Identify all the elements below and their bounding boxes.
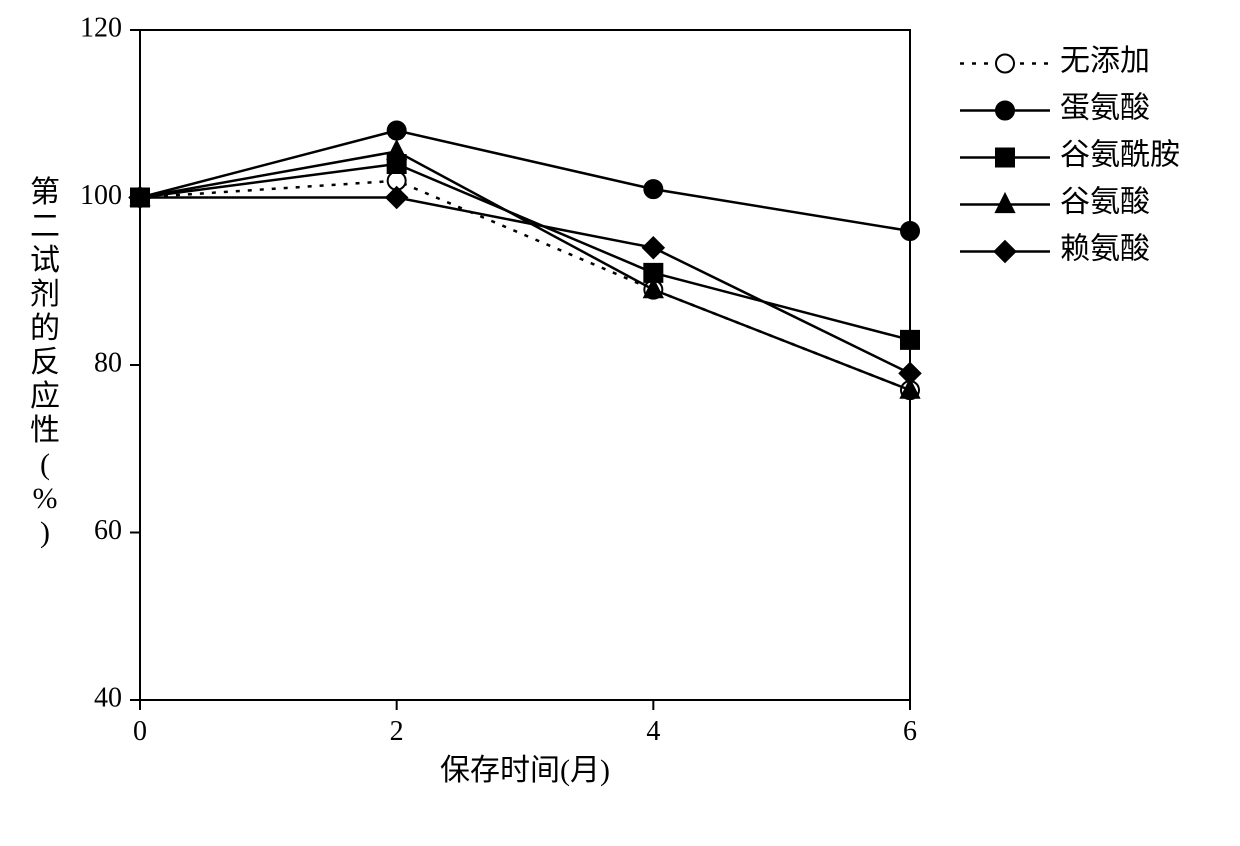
chart-container: 40 60 80 100 120 0 2 4 6 保存时间(月) 第二试剂的反应性(%) 无添加蛋氨酸…: [0, 0, 1240, 846]
legend-label: 谷氨酰胺: [1060, 138, 1180, 171]
y-axis-label-char: 应: [30, 380, 60, 413]
legend-label: 蛋氨酸: [1060, 91, 1150, 124]
y-tick-label: 40: [94, 682, 122, 713]
y-tick-label: 120: [80, 12, 122, 43]
x-tick-label: 6: [903, 716, 917, 747]
square-marker: [901, 331, 919, 349]
y-axis-label-char: 的: [30, 312, 60, 345]
plot-area: [140, 30, 910, 700]
legend-label: 赖氨酸: [1060, 232, 1150, 265]
x-axis-label: 保存时间(月): [440, 754, 610, 787]
legend-item: 谷氨酸: [960, 185, 1150, 218]
y-axis-label-char: %: [33, 482, 58, 515]
y-axis-label-char: 试: [30, 244, 60, 277]
y-axis-label-char: 第: [30, 176, 60, 209]
legend-item: 无添加: [960, 44, 1150, 77]
triangle-marker: [996, 194, 1014, 212]
legend-item: 蛋氨酸: [960, 91, 1150, 124]
line-chart: 40 60 80 100 120 0 2 4 6 保存时间(月) 第二试剂的反应性(%) 无添加蛋氨酸…: [0, 0, 1240, 846]
square-marker: [996, 149, 1014, 167]
x-tick-label: 2: [390, 716, 404, 747]
y-tick-label: 80: [94, 347, 122, 378]
circle-marker: [388, 122, 406, 140]
y-tick-label: 60: [94, 515, 122, 546]
y-axis-label-char: 二: [30, 210, 60, 243]
y-axis-label-char: 性: [30, 414, 60, 447]
diamond-marker: [995, 241, 1016, 262]
y-axis-label-char: 剂: [30, 278, 60, 311]
circle-marker: [996, 102, 1014, 120]
y-axis-label-char: ): [40, 516, 50, 549]
legend-label: 谷氨酸: [1060, 185, 1150, 218]
legend-label: 无添加: [1060, 44, 1150, 77]
circle-marker: [644, 180, 662, 198]
y-axis-label-char: 反: [30, 346, 60, 379]
circle-marker: [996, 55, 1014, 73]
y-tick-label: 100: [80, 180, 122, 211]
circle-marker: [901, 222, 919, 240]
x-tick-label: 0: [133, 716, 147, 747]
y-axis-label-char: (: [40, 448, 50, 481]
legend-item: 赖氨酸: [960, 232, 1150, 265]
legend-item: 谷氨酰胺: [960, 138, 1180, 171]
x-tick-label: 4: [646, 716, 660, 747]
